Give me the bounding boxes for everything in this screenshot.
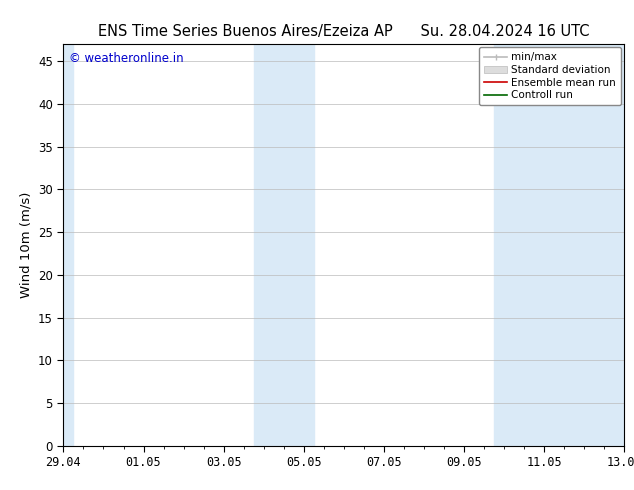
Y-axis label: Wind 10m (m/s): Wind 10m (m/s) — [20, 192, 32, 298]
Bar — [63, 44, 74, 446]
Bar — [254, 44, 314, 446]
Bar — [495, 44, 624, 446]
Legend: min/max, Standard deviation, Ensemble mean run, Controll run: min/max, Standard deviation, Ensemble me… — [479, 47, 621, 105]
Title: ENS Time Series Buenos Aires/Ezeiza AP      Su. 28.04.2024 16 UTC: ENS Time Series Buenos Aires/Ezeiza AP S… — [98, 24, 590, 39]
Text: © weatheronline.in: © weatheronline.in — [69, 52, 184, 65]
